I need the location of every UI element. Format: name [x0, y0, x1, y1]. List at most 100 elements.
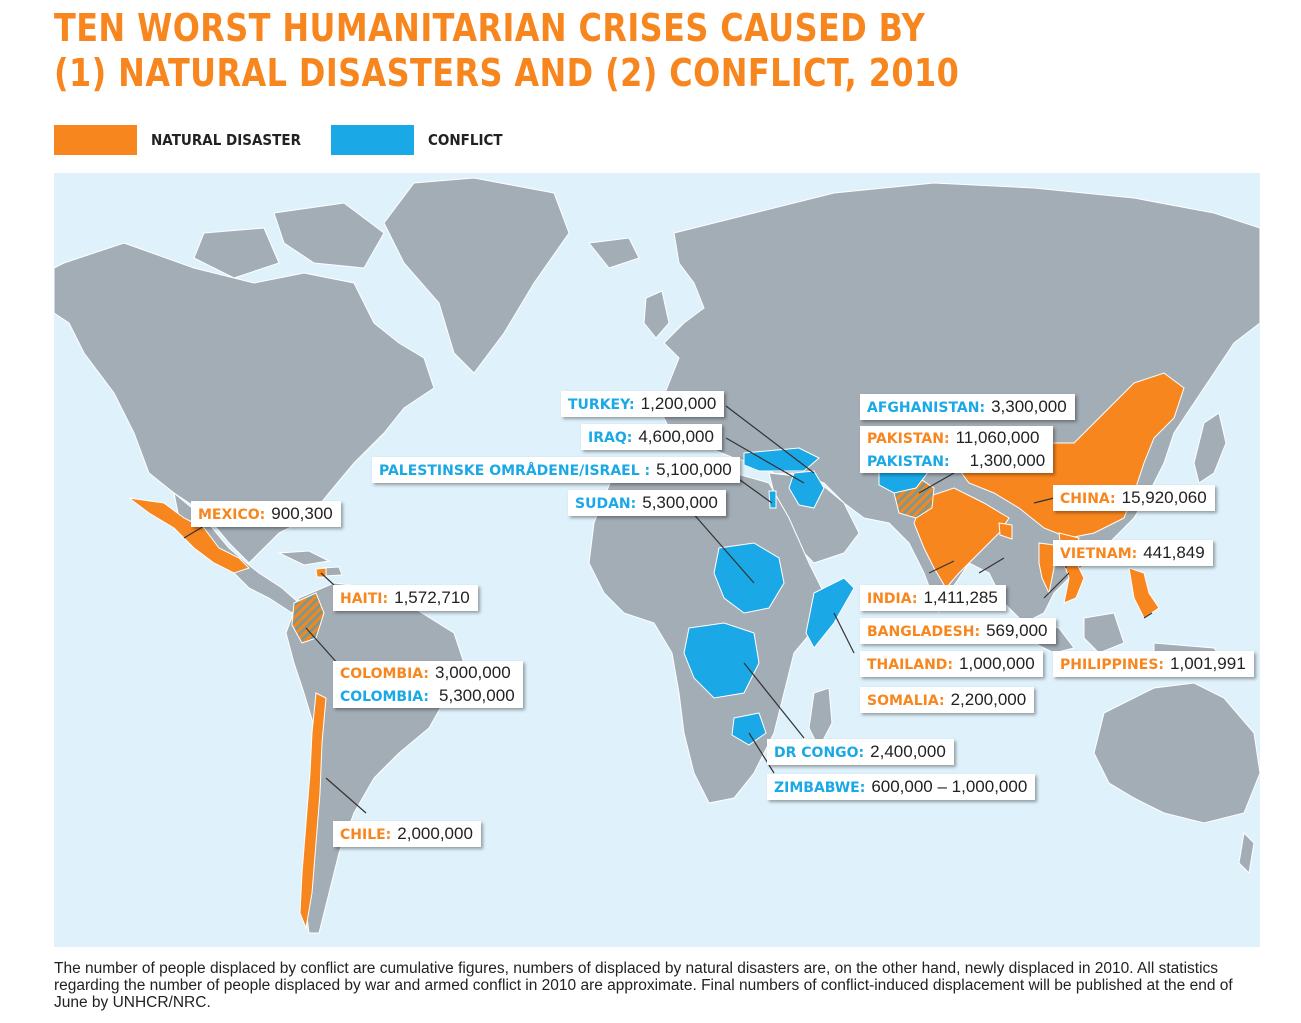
borneo-land — [1083, 612, 1125, 654]
label-china: CHINA: 15,920,060 — [1053, 485, 1215, 511]
label-vietnam-country: VIETNAM: — [1060, 546, 1138, 562]
label-turkey-country: TURKEY: — [568, 397, 635, 413]
bangladesh-region — [998, 522, 1013, 540]
label-mexico: MEXICO: 900,300 — [191, 501, 341, 527]
arctic-islands-land — [273, 202, 385, 269]
china-leader — [1033, 497, 1055, 504]
greenland-land — [383, 177, 570, 374]
haiti-leader — [320, 572, 335, 586]
label-colombia-natural-value: 3,000,000 — [435, 663, 511, 682]
arctic-islands-land-2 — [193, 227, 280, 279]
somalia-leader — [833, 612, 855, 654]
label-afghanistan: AFGHANISTAN: 3,300,000 — [860, 394, 1075, 420]
label-pakistan-conflict: PAKISTAN: 1,300,000 — [867, 450, 1045, 473]
label-pakistan-natural: PAKISTAN: 11,060,000 — [867, 427, 1045, 450]
label-chile-country: CHILE: — [340, 827, 392, 843]
label-vietnam: VIETNAM: 441,849 — [1053, 540, 1213, 566]
bangladesh-leader — [978, 557, 1005, 574]
label-haiti: HAITI: 1,572,710 — [333, 585, 478, 611]
label-zimbabwe-country: ZIMBABWE: — [774, 780, 866, 796]
israel-region — [768, 490, 777, 509]
legend-conflict: CONFLICT — [331, 125, 511, 155]
label-thailand-value: 1,000,000 — [959, 654, 1035, 673]
pakistan-leader — [918, 472, 955, 494]
turkey-region — [743, 447, 820, 472]
label-sudan: SUDAN: 5,300,000 — [568, 490, 726, 516]
legend-natural-disaster: NATURAL DISASTER — [54, 125, 318, 155]
madagascar-land — [808, 687, 833, 750]
label-colombia-conflict-value: 5,300,000 — [439, 686, 515, 705]
page-title: TEN WORST HUMANITARIAN CRISES CAUSED BY … — [54, 6, 1079, 96]
label-pakistan: PAKISTAN: 11,060,000 PAKISTAN: 1,300,000 — [860, 426, 1054, 473]
label-drcongo-country: DR CONGO: — [774, 745, 865, 761]
legend-natural-label: NATURAL DISASTER — [151, 131, 301, 149]
footnote: The number of people displaced by confli… — [54, 960, 1233, 1011]
title-line-1: TEN WORST HUMANITARIAN CRISES CAUSED BY — [54, 6, 926, 50]
label-afghanistan-value: 3,300,000 — [991, 397, 1067, 416]
label-somalia-value: 2,200,000 — [950, 690, 1027, 709]
colombia-leader — [305, 627, 340, 666]
label-haiti-country: HAITI: — [340, 591, 389, 607]
label-pakistan-natural-country: PAKISTAN: — [867, 431, 950, 447]
turkey-leader — [725, 405, 815, 474]
somalia-region — [805, 577, 855, 649]
label-vietnam-value: 441,849 — [1143, 543, 1205, 562]
label-mexico-country: MEXICO: — [198, 507, 266, 523]
label-colombia-conflict: COLOMBIA: 5,300,000 — [340, 685, 515, 708]
label-philippines: PHILIPPINES: 1,001,991 — [1053, 651, 1254, 677]
drcongo-region — [683, 622, 760, 699]
britain-land — [643, 290, 670, 339]
label-bangladesh: BANGLADESH: 569,000 — [860, 618, 1056, 644]
label-somalia: SOMALIA: 2,200,000 — [860, 687, 1035, 713]
label-colombia-natural-country: COLOMBIA: — [340, 666, 430, 682]
philippines-region — [1128, 567, 1160, 619]
label-turkey-value: 1,200,000 — [640, 394, 717, 413]
zimbabwe-region — [731, 712, 767, 746]
label-colombia-natural: COLOMBIA: 3,000,000 — [340, 662, 515, 685]
label-pakistan-natural-value: 11,060,000 — [955, 428, 1040, 447]
label-pakistan-conflict-country: PAKISTAN: — [867, 454, 950, 470]
title-line-2: (1) NATURAL DISASTERS AND (2) CONFLICT, … — [54, 51, 960, 95]
label-india: INDIA: 1,411,285 — [860, 585, 1006, 611]
world-map: TURKEY: 1,200,000 IRAQ: 4,600,000 PALESTIN… — [54, 173, 1260, 947]
chile-leader — [325, 777, 367, 814]
legend-conflict-label: CONFLICT — [428, 131, 503, 149]
label-chile-value: 2,000,000 — [397, 824, 473, 843]
india-region — [913, 487, 1010, 589]
india-leader — [928, 560, 955, 574]
label-turkey: TURKEY: 1,200,000 — [561, 391, 725, 417]
label-sudan-country: SUDAN: — [575, 496, 637, 512]
label-china-country: CHINA: — [1060, 491, 1116, 507]
label-iraq: IRAQ: 4,600,000 — [581, 424, 722, 450]
cuba-land — [277, 550, 331, 566]
label-palestine: PALESTINSKE OMRÅDENE/ISRAEL : 5,100,000 — [372, 457, 740, 483]
label-iraq-country: IRAQ: — [588, 430, 633, 446]
iraq-region — [788, 470, 825, 509]
label-india-value: 1,411,285 — [923, 588, 998, 607]
iraq-leader — [725, 437, 805, 484]
label-thailand: THAILAND: 1,000,000 — [860, 651, 1043, 677]
label-philippines-value: 1,001,991 — [1170, 654, 1246, 673]
label-bangladesh-country: BANGLADESH: — [867, 624, 981, 640]
label-zimbabwe: ZIMBABWE: 600,000 – 1,000,000 — [767, 774, 1036, 800]
colombia-region — [291, 592, 325, 644]
label-colombia: COLOMBIA: 3,000,000 COLOMBIA: 5,300,000 — [333, 661, 523, 708]
label-thailand-country: THAILAND: — [867, 657, 954, 673]
japan-land — [1193, 412, 1227, 484]
legend-conflict-swatch — [331, 125, 414, 155]
label-palestine-value: 5,100,000 — [656, 460, 732, 479]
label-zimbabwe-value: 600,000 – 1,000,000 — [871, 777, 1028, 796]
zimbabwe-leader — [748, 732, 775, 774]
label-afghanistan-country: AFGHANISTAN: — [867, 400, 986, 416]
label-colombia-conflict-country: COLOMBIA: — [340, 689, 430, 705]
label-china-value: 15,920,060 — [1121, 488, 1207, 507]
label-iraq-value: 4,600,000 — [638, 427, 714, 446]
label-bangladesh-value: 569,000 — [986, 621, 1048, 640]
new-zealand-land — [1238, 831, 1255, 875]
label-haiti-value: 1,572,710 — [394, 588, 470, 607]
australia-land — [1093, 682, 1260, 824]
philippines-leader — [1143, 612, 1153, 619]
label-pakistan-conflict-value: 1,300,000 — [969, 451, 1046, 470]
sudan-leader — [683, 502, 755, 584]
label-somalia-country: SOMALIA: — [867, 693, 945, 709]
